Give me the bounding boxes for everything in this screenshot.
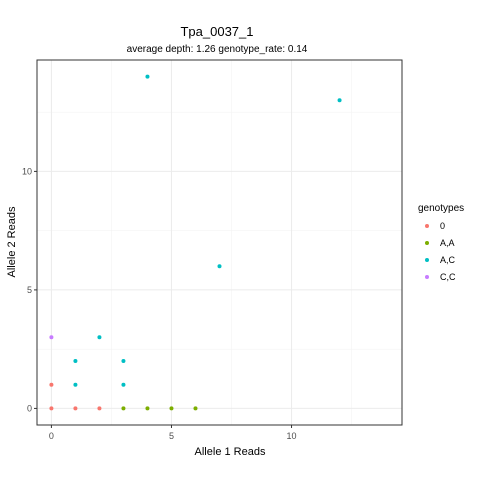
x-axis-ticks: 0 5 10 bbox=[49, 425, 297, 441]
data-point bbox=[97, 406, 102, 411]
data-point bbox=[169, 406, 174, 411]
data-point bbox=[97, 335, 102, 340]
x-tick-label: 0 bbox=[49, 431, 54, 441]
plot-area bbox=[36, 59, 403, 426]
data-point bbox=[49, 335, 54, 340]
y-tick-label: 10 bbox=[22, 166, 32, 176]
data-point bbox=[73, 406, 78, 411]
panel-border bbox=[36, 59, 403, 426]
legend-items: 0 A,A A,C C,C bbox=[425, 221, 456, 282]
legend-key bbox=[425, 275, 429, 279]
chart-title: Tpa_0037_1 bbox=[180, 24, 253, 39]
legend-label: 0 bbox=[440, 221, 445, 231]
legend-label: A,A bbox=[440, 238, 455, 248]
legend-label: A,C bbox=[440, 255, 456, 265]
data-point bbox=[145, 74, 150, 79]
legend-label: C,C bbox=[440, 272, 456, 282]
data-point bbox=[73, 359, 78, 364]
data-point bbox=[121, 406, 126, 411]
data-point bbox=[121, 382, 126, 387]
data-point bbox=[49, 382, 54, 387]
data-point bbox=[193, 406, 198, 411]
y-axis-ticks: 0 5 10 bbox=[22, 166, 37, 413]
data-point bbox=[121, 359, 126, 364]
x-tick-label: 10 bbox=[287, 431, 297, 441]
data-point bbox=[49, 406, 54, 411]
x-tick-label: 5 bbox=[169, 431, 174, 441]
legend-key bbox=[425, 241, 429, 245]
data-points bbox=[49, 74, 342, 411]
y-tick-label: 5 bbox=[27, 285, 32, 295]
data-point bbox=[73, 382, 78, 387]
y-axis-title: Allele 2 Reads bbox=[6, 206, 18, 277]
data-point bbox=[337, 98, 342, 103]
legend-key bbox=[425, 224, 429, 228]
chart-subtitle: average depth: 1.26 genotype_rate: 0.14 bbox=[127, 44, 308, 55]
legend-key bbox=[425, 258, 429, 262]
x-axis-title: Allele 1 Reads bbox=[195, 446, 266, 458]
data-point bbox=[217, 264, 222, 269]
y-tick-label: 0 bbox=[27, 403, 32, 413]
grid bbox=[37, 60, 402, 425]
legend: genotypes 0 A,A A,C C,C bbox=[418, 203, 464, 282]
data-point bbox=[145, 406, 150, 411]
legend-title: genotypes bbox=[418, 203, 464, 214]
